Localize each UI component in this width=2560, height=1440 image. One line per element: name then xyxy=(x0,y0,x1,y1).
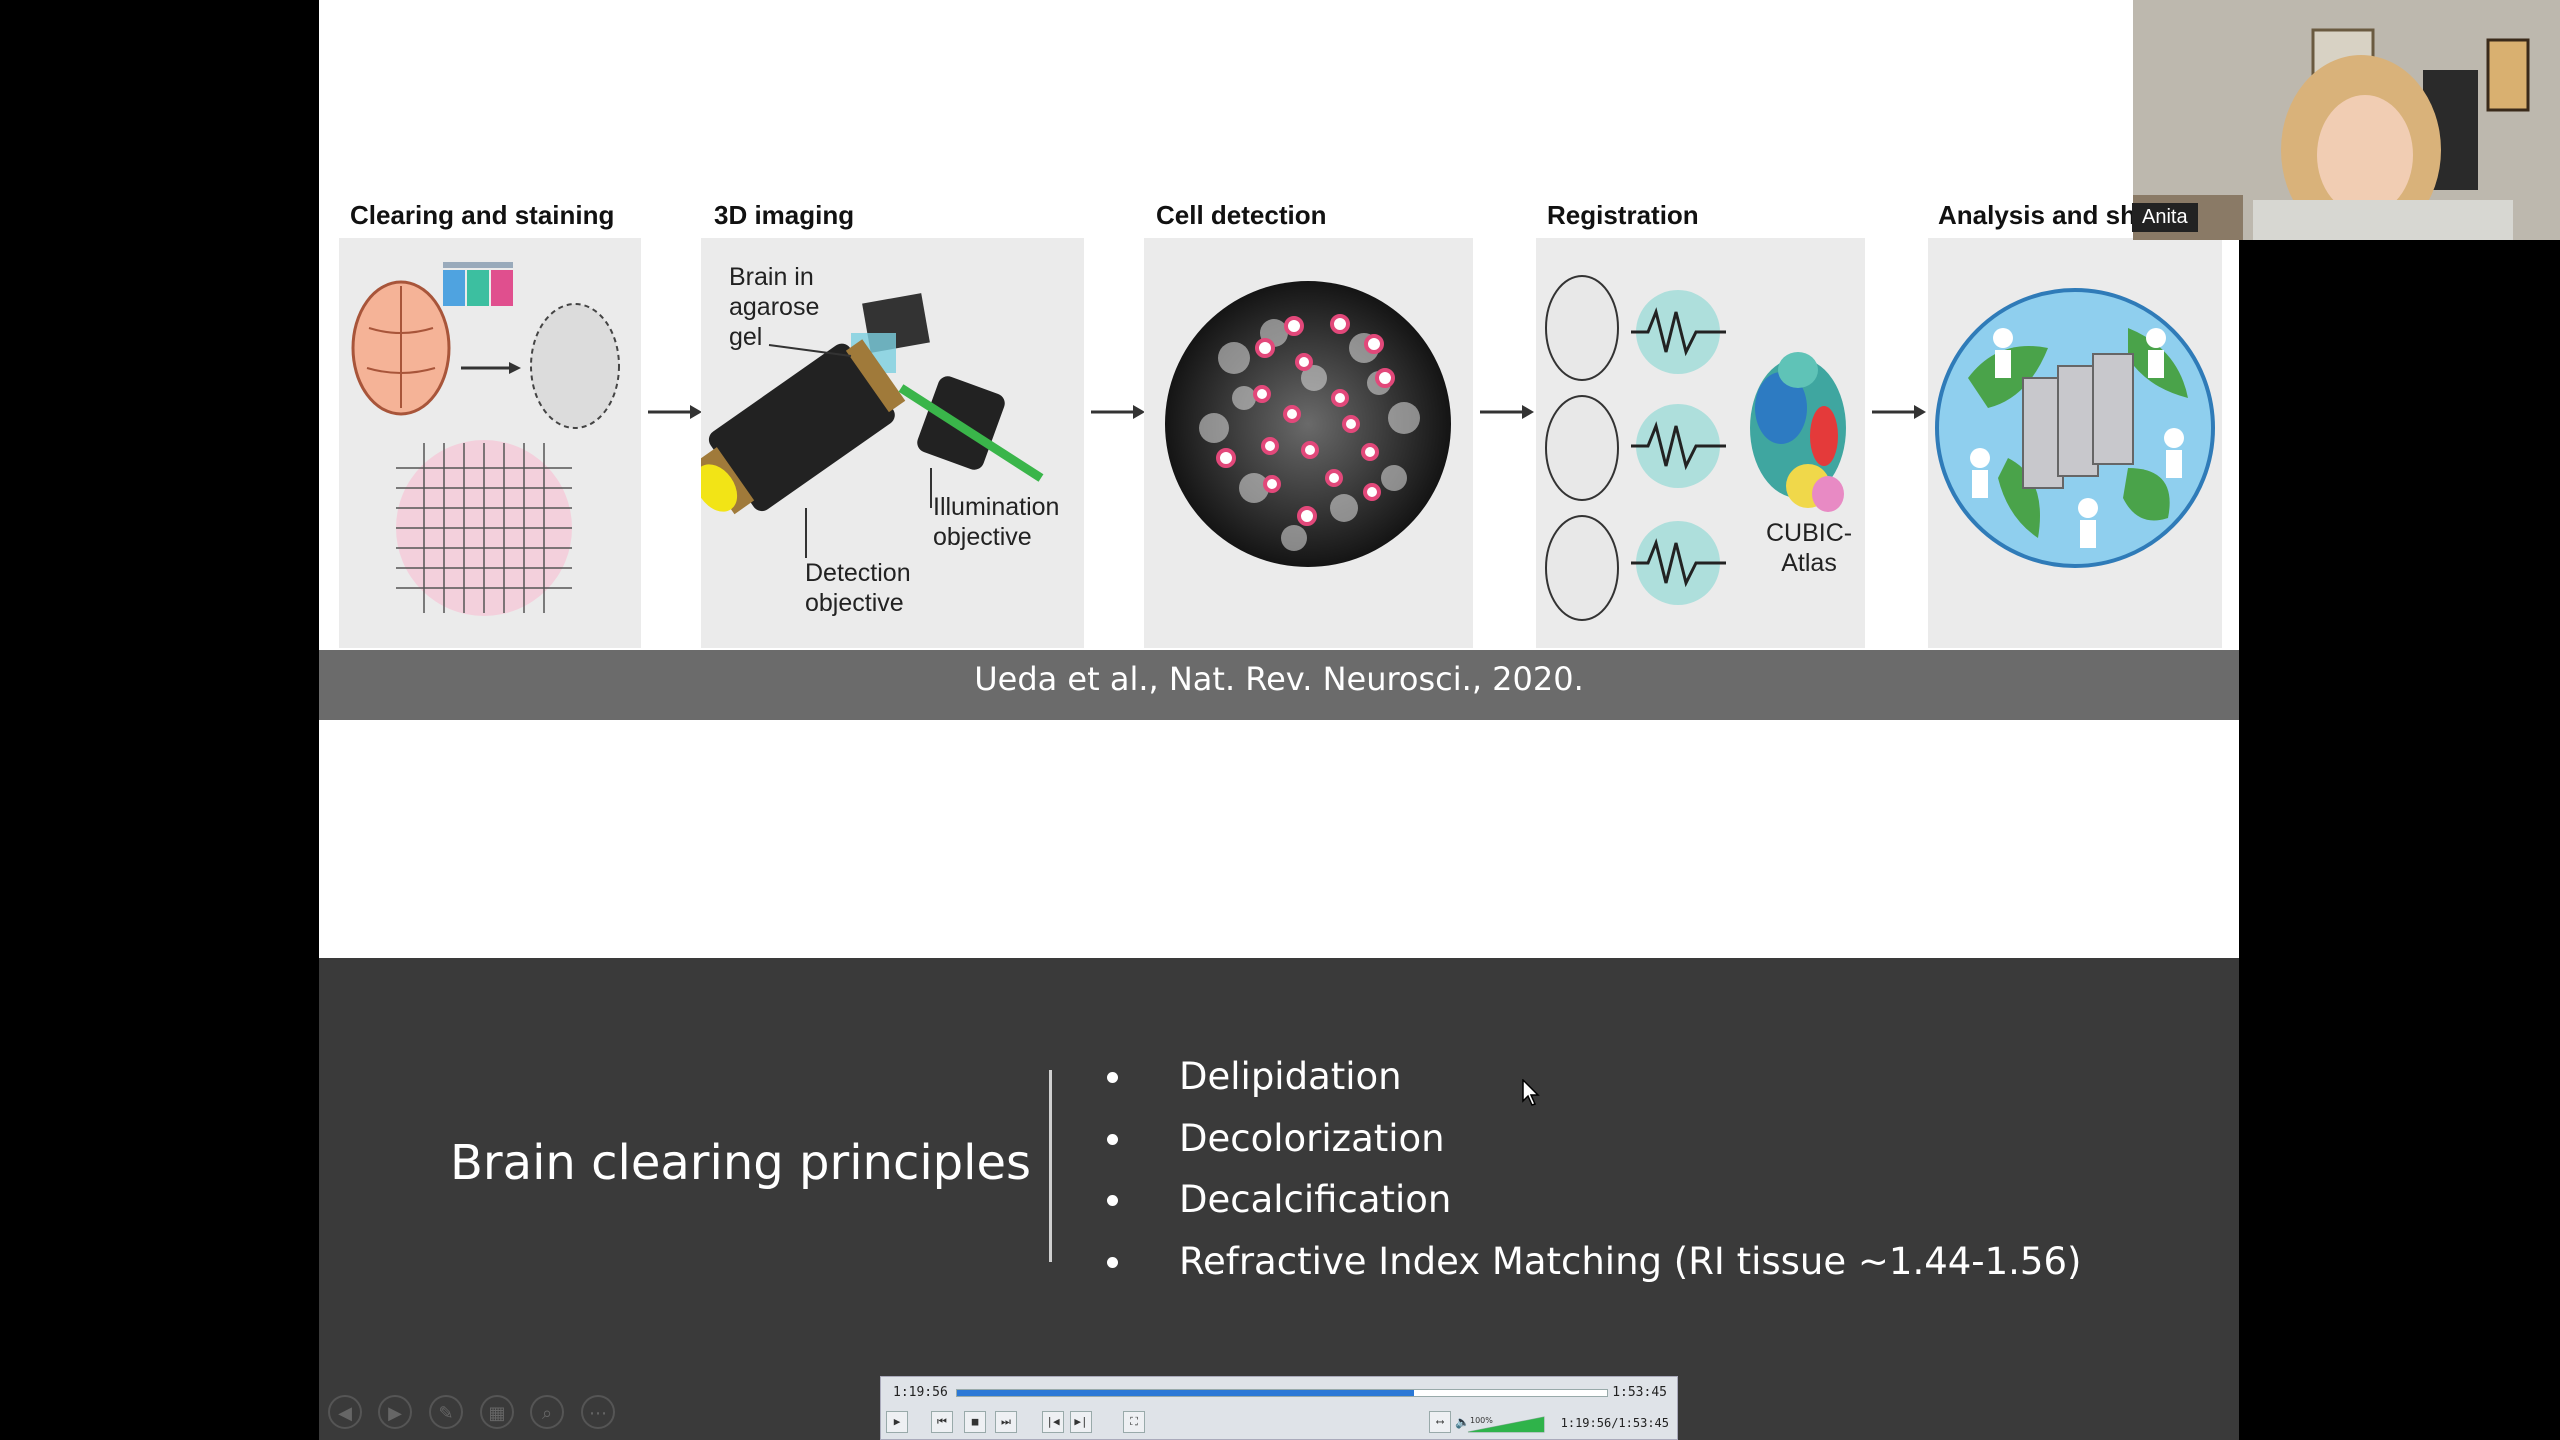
section-divider xyxy=(1049,1070,1052,1262)
pen-tool-button[interactable]: ✎ xyxy=(429,1395,463,1429)
rewind-button[interactable]: ⏮ xyxy=(931,1411,953,1433)
play-icon: ▶ xyxy=(893,1415,901,1428)
principles-title: Brain clearing principles xyxy=(450,1135,1032,1191)
label-illumination-objective: Illumination objective xyxy=(933,493,1060,551)
next-track-icon: ▶| xyxy=(1074,1415,1088,1428)
time-readout: 1:19:56/1:53:45 xyxy=(1560,1416,1669,1430)
imaging-panel: Brain in agarose gel Illumination object… xyxy=(695,238,1084,648)
registration-illustration xyxy=(1545,275,1846,621)
flow-arrow-1 xyxy=(648,405,702,419)
zoom-icon: ⌕ xyxy=(541,1403,553,1423)
previous-icon: ◀ xyxy=(338,1403,352,1423)
cell-detection-illustration xyxy=(1165,281,1451,567)
stop-button[interactable]: ■ xyxy=(964,1411,986,1433)
cell-detection-panel xyxy=(1144,238,1473,648)
next-slide-button[interactable]: ▶ xyxy=(378,1395,412,1429)
clearing-panel xyxy=(339,238,641,648)
flow-arrow-3 xyxy=(1480,405,1534,419)
analysis-panel xyxy=(1928,238,2222,648)
microscope-illustration xyxy=(695,293,1044,558)
volume-label: 100% xyxy=(1470,1416,1493,1425)
volume-slider[interactable]: 100% xyxy=(1466,1415,1546,1433)
panel-title-analysis: Analysis and sh xyxy=(1938,200,2136,230)
flow-arrow-2 xyxy=(1091,405,1145,419)
fullscreen-icon: ⛶ xyxy=(1130,1415,1138,1428)
globe-servers-illustration xyxy=(1935,288,2215,568)
bullet-icon xyxy=(1107,1072,1118,1083)
media-player: 1:19:56 1:53:45 ▶ ⏮ ■ ⏭ |◀ ▶| ⛶ ⟷ 🔈 100%… xyxy=(880,1376,1678,1440)
next-icon: ▶ xyxy=(388,1403,402,1423)
previous-slide-button[interactable]: ◀ xyxy=(328,1395,362,1429)
see-all-slides-button[interactable]: ▦ xyxy=(480,1395,514,1429)
label-brain-in-gel: Brain in agarose gel xyxy=(729,263,820,351)
panel-title-clearing: Clearing and staining xyxy=(350,200,615,230)
slides-grid-icon: ▦ xyxy=(488,1403,506,1423)
previous-track-button[interactable]: |◀ xyxy=(1042,1411,1064,1433)
aspect-icon: ⟷ xyxy=(1436,1415,1444,1428)
figure-citation: Ueda et al., Nat. Rev. Neurosci., 2020. xyxy=(319,650,2239,720)
panel-title-imaging: 3D imaging xyxy=(714,200,855,230)
participant-name-label: Anita xyxy=(2132,203,2198,232)
label-cubic-atlas: CUBIC- Atlas xyxy=(1766,519,1853,577)
fullscreen-button[interactable]: ⛶ xyxy=(1123,1411,1145,1433)
pen-icon: ✎ xyxy=(438,1403,454,1423)
total-time: 1:53:45 xyxy=(1612,1385,1667,1400)
stop-icon: ■ xyxy=(971,1415,979,1428)
zoom-button[interactable]: ⌕ xyxy=(530,1395,564,1429)
play-button[interactable]: ▶ xyxy=(886,1411,908,1433)
progress-slider[interactable] xyxy=(956,1389,1608,1397)
more-options-button[interactable]: ⋯ xyxy=(581,1395,615,1429)
more-icon: ⋯ xyxy=(589,1403,607,1423)
current-time: 1:19:56 xyxy=(893,1385,948,1400)
previous-track-icon: |◀ xyxy=(1046,1415,1060,1428)
fast-forward-button[interactable]: ⏭ xyxy=(995,1411,1017,1433)
presentation-slide: Clearing and staining 3D imaging Cell de… xyxy=(319,0,2239,1440)
panel-title-registration: Registration xyxy=(1547,200,1699,230)
panel-title-detection: Cell detection xyxy=(1156,200,1327,230)
speaker-icon[interactable]: 🔈 xyxy=(1455,1415,1470,1429)
rewind-icon: ⏮ xyxy=(937,1415,947,1428)
mouse-cursor-icon xyxy=(1522,1079,1540,1106)
label-detection-objective: Detection objective xyxy=(805,559,911,617)
clearing-illustration xyxy=(351,262,620,616)
aspect-button[interactable]: ⟷ xyxy=(1429,1411,1451,1433)
fast-forward-icon: ⏭ xyxy=(1001,1415,1011,1428)
bullet-icon xyxy=(1107,1133,1118,1145)
registration-panel: CUBIC- Atlas xyxy=(1536,238,1865,648)
bullet-icon xyxy=(1107,1195,1118,1206)
slide-figure-area: Clearing and staining 3D imaging Cell de… xyxy=(319,0,2239,958)
flow-arrow-4 xyxy=(1872,405,1926,419)
next-track-button[interactable]: ▶| xyxy=(1070,1411,1092,1433)
bullet-icon xyxy=(1107,1256,1118,1268)
principles-section xyxy=(319,958,2239,1440)
progress-fill xyxy=(957,1390,1414,1396)
